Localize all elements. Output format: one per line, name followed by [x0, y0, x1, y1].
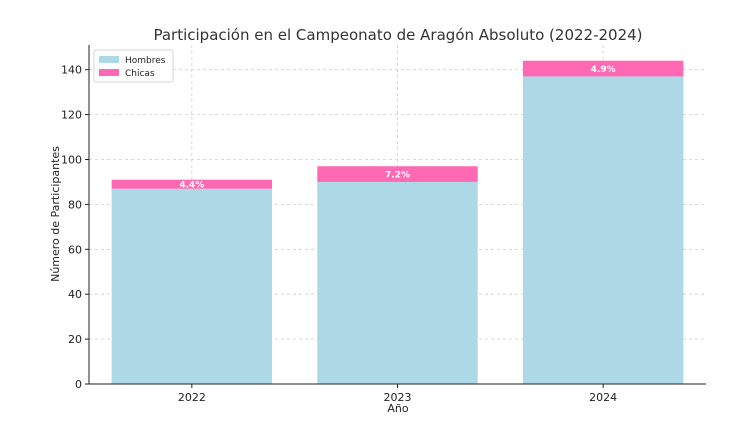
bar-hombres-2023 — [317, 181, 478, 384]
data-labels-layer: 4.4% 7.2% 4.9% — [179, 65, 615, 191]
y-tick-label-3: 60 — [68, 243, 82, 256]
legend-label-hombres: Hombres — [125, 56, 166, 66]
legend: Hombres Chicas — [93, 49, 174, 83]
bars-layer — [111, 60, 684, 384]
data-label-2023: 7.2% — [385, 171, 410, 181]
bar-chicas-2023 — [317, 166, 478, 182]
chart-title: Participación en el Campeonato de Aragón… — [153, 26, 642, 44]
y-tick-label-6: 120 — [61, 109, 82, 122]
x-tick-label-2: 2024 — [589, 391, 617, 404]
ticks-layer: 0 20 40 60 80 100 120 140 2022 2023 2024 — [61, 64, 617, 404]
y-tick-label-2: 40 — [68, 288, 82, 301]
data-label-2024: 4.9% — [591, 65, 616, 75]
x-tick-label-0: 2022 — [178, 391, 206, 404]
bar-chicas-2024 — [522, 60, 684, 77]
bar-hombres-2024 — [522, 76, 684, 384]
legend-swatch-chicas — [99, 69, 119, 76]
bar-hombres-2022 — [111, 188, 273, 384]
data-label-2022: 4.4% — [179, 181, 204, 191]
legend-swatch-hombres — [99, 56, 119, 63]
y-tick-label-5: 100 — [61, 153, 82, 166]
y-tick-label-0: 0 — [75, 378, 82, 391]
y-tick-label-1: 20 — [68, 333, 82, 346]
x-tick-label-1: 2023 — [384, 391, 412, 404]
x-axis-label: Año — [387, 402, 408, 415]
y-tick-label-7: 140 — [61, 64, 82, 77]
legend-label-chicas: Chicas — [125, 69, 155, 79]
y-tick-label-4: 80 — [68, 198, 82, 211]
y-axis-label: Número de Participantes — [49, 146, 62, 282]
bar-chicas-2022 — [111, 179, 273, 189]
